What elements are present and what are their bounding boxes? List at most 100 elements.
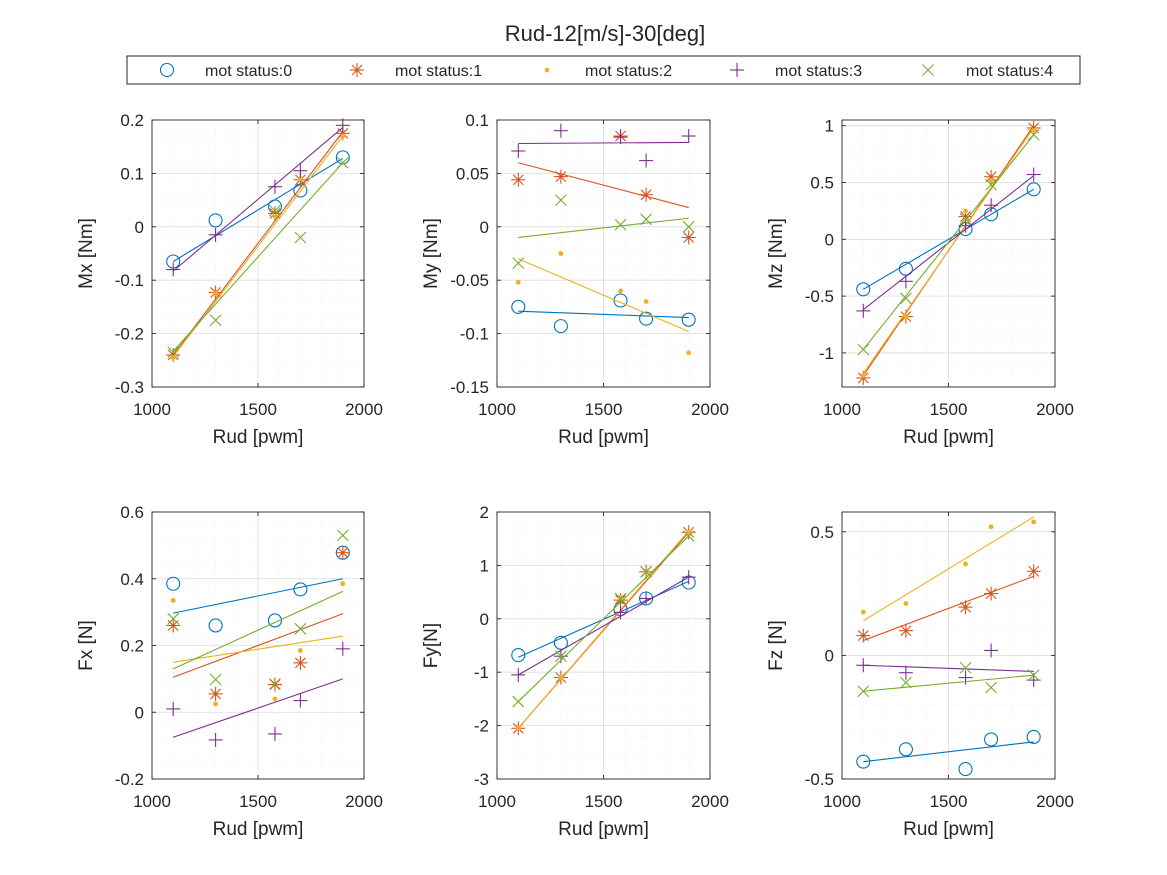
data-point — [985, 681, 997, 694]
data-point — [958, 670, 973, 685]
y-tick-label: 0 — [480, 218, 489, 237]
data-point — [618, 595, 623, 600]
data-point — [269, 204, 281, 217]
data-point — [900, 292, 912, 305]
data-point — [1026, 564, 1041, 579]
data-point — [213, 701, 219, 707]
data-point — [167, 612, 180, 625]
data-point — [958, 600, 973, 615]
data-point — [166, 618, 181, 633]
y-tick-label: -1 — [474, 663, 489, 682]
data-point — [681, 570, 696, 585]
data-point — [167, 346, 180, 359]
data-point — [860, 609, 866, 615]
data-point — [166, 701, 181, 716]
data-point — [639, 187, 654, 202]
data-point — [613, 130, 628, 145]
fit-line — [172, 131, 344, 356]
fit-line — [518, 141, 689, 145]
x-axis-label: Rud [pwm] — [558, 819, 649, 840]
data-point — [294, 231, 307, 244]
y-tick-label: -0.2 — [115, 325, 144, 344]
x-tick-label: 2000 — [345, 400, 383, 419]
data-point — [681, 129, 696, 144]
legend-marker-x — [922, 64, 934, 76]
data-point — [857, 343, 870, 356]
data-point — [170, 598, 176, 603]
data-point — [209, 673, 222, 686]
data-point — [166, 262, 181, 277]
y-tick-label: -3 — [474, 770, 489, 789]
y-tick-label: 0 — [480, 610, 489, 629]
series-circle — [166, 150, 350, 269]
y-tick-label: -2 — [474, 717, 489, 736]
series-x — [167, 156, 349, 359]
y-axis-label: Fx [N] — [76, 620, 97, 671]
series-circle — [511, 293, 696, 334]
y-tick-label: 0.2 — [120, 111, 144, 130]
data-point — [898, 274, 913, 289]
y-tick-label: 0.5 — [810, 173, 834, 192]
data-point — [984, 586, 999, 601]
data-point — [553, 319, 568, 334]
data-point — [512, 257, 525, 270]
x-tick-label: 1500 — [585, 792, 623, 811]
fit-line — [173, 678, 343, 738]
data-point — [208, 732, 223, 747]
legend-marker-plus — [730, 63, 744, 77]
data-point — [336, 529, 349, 542]
series-plus — [856, 643, 1041, 688]
data-point — [511, 299, 526, 314]
data-point — [1027, 669, 1040, 682]
data-point — [298, 176, 303, 182]
data-point — [959, 212, 972, 225]
legend-entry: mot status:2 — [544, 63, 672, 80]
data-point — [170, 355, 176, 361]
data-point — [1026, 182, 1041, 197]
fit-line — [172, 127, 344, 272]
y-axis-label: Fy[N] — [421, 623, 442, 668]
y-tick-label: 0.1 — [465, 111, 489, 130]
legend-entry: mot status:0 — [159, 62, 292, 80]
series-x — [857, 128, 1040, 356]
legend: mot status:0 mot status:1 mot status:2 mot … — [126, 55, 1081, 85]
y-tick-label: 1 — [825, 117, 834, 136]
y-tick-label: 0 — [135, 218, 144, 237]
y-tick-label: 0.05 — [456, 164, 489, 183]
fit-line — [863, 664, 1034, 673]
legend-entry: mot status:3 — [730, 63, 862, 80]
series-plus — [511, 570, 696, 682]
fit-line — [863, 575, 1034, 642]
x-tick-label: 1500 — [239, 400, 277, 419]
data-point — [558, 675, 564, 680]
fit-line — [862, 127, 1035, 374]
data-point — [293, 163, 308, 178]
y-tick-label: -0.2 — [115, 770, 144, 789]
data-point — [898, 742, 913, 757]
legend-entry: mot status:4 — [922, 63, 1053, 80]
data-point — [555, 650, 567, 663]
data-point — [267, 726, 282, 741]
legend-marker-dot — [544, 67, 550, 73]
data-point — [639, 591, 654, 606]
data-point — [1031, 519, 1037, 525]
legend-label: mot status:1 — [395, 63, 482, 80]
fit-line — [518, 217, 689, 239]
data-point — [856, 754, 871, 769]
legend-entry: mot status:1 — [350, 63, 482, 80]
data-point — [340, 581, 346, 587]
data-point — [898, 623, 913, 638]
y-tick-label: 2 — [480, 503, 489, 522]
legend-label: mot status:0 — [205, 63, 292, 80]
data-point — [269, 677, 281, 690]
legend-label: mot status:4 — [966, 63, 1053, 80]
x-tick-label: 1500 — [930, 400, 968, 419]
data-point — [640, 213, 652, 226]
data-point — [643, 299, 649, 304]
data-point — [293, 655, 308, 670]
x-tick-label: 1500 — [930, 792, 968, 811]
x-axis-label: Rud [pwm] — [903, 819, 994, 840]
x-tick-label: 2000 — [691, 400, 729, 419]
